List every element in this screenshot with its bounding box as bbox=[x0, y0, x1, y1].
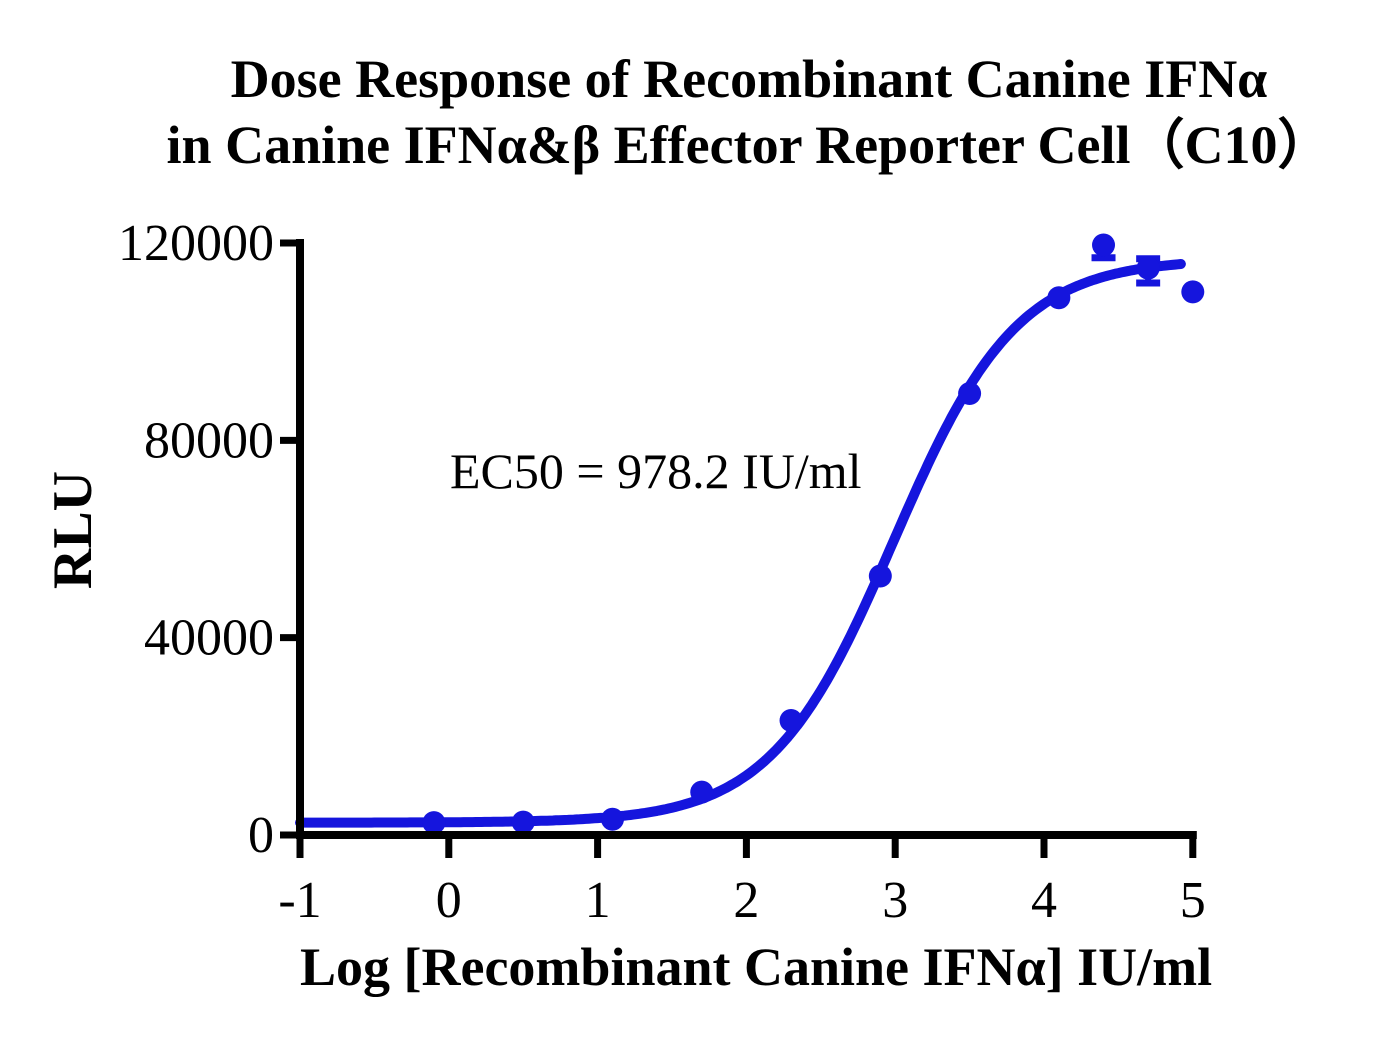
data-point-8 bbox=[1092, 233, 1116, 257]
data-point-7 bbox=[1047, 286, 1071, 310]
data-point-4 bbox=[779, 709, 803, 733]
data-point-6 bbox=[958, 381, 982, 405]
data-point-0 bbox=[422, 811, 446, 835]
x-tick-label-3: 2 bbox=[733, 872, 759, 929]
data-point-3 bbox=[690, 780, 714, 804]
y-tick-label-3: 120000 bbox=[118, 215, 274, 272]
y-tick-label-0: 0 bbox=[248, 807, 274, 864]
data-point-1 bbox=[511, 810, 535, 834]
x-tick-label-1: 0 bbox=[436, 872, 462, 929]
chart-title: Dose Response of Recombinant Canine IFNα… bbox=[110, 46, 1388, 178]
data-point-10 bbox=[1181, 280, 1205, 304]
chart-title-line1: Dose Response of Recombinant Canine IFNα bbox=[230, 49, 1268, 109]
x-tick-label-5: 4 bbox=[1031, 872, 1057, 929]
x-tick-label-0: -1 bbox=[278, 872, 321, 929]
chart-title-line2: in Canine IFNα&β Effector Reporter Cell（… bbox=[166, 115, 1332, 175]
ec50-annotation: EC50 = 978.2 IU/ml bbox=[450, 443, 862, 499]
x-tick-label-6: 5 bbox=[1180, 872, 1206, 929]
y-tick-label-2: 80000 bbox=[144, 412, 274, 469]
fit-curve bbox=[295, 259, 1186, 828]
y-tick-label-1: 40000 bbox=[144, 610, 274, 667]
x-tick-label-2: 1 bbox=[585, 872, 611, 929]
data-point-9 bbox=[1136, 256, 1160, 280]
x-axis-label: Log [Recombinant Canine IFNα] IU/ml bbox=[300, 937, 1213, 997]
data-point-2 bbox=[600, 807, 624, 831]
data-point-5 bbox=[868, 564, 892, 588]
x-tick-label-4: 3 bbox=[882, 872, 908, 929]
